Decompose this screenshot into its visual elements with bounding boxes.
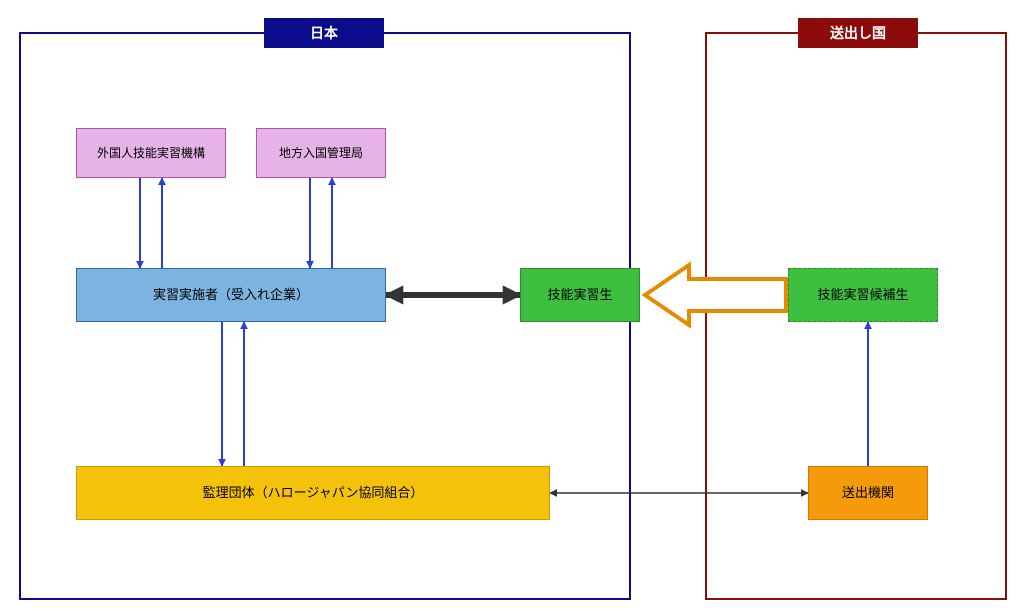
node-sending_org: 送出機関 <box>808 466 928 520</box>
region-label-source: 送出し国 <box>798 18 918 48</box>
node-company: 実習実施者（受入れ企業） <box>76 268 386 322</box>
diagram-stage: 日本 送出し国外国人技能実習機構地方入国管理局実習実施者（受入れ企業） 監理団体（ハ… <box>0 0 1024 616</box>
node-trainee: 技能実習生 <box>520 268 640 322</box>
node-org_nyukan: 地方入国管理局 <box>256 128 386 178</box>
block-arrow-candidate-to-trainee <box>645 265 786 325</box>
node-candidate: 技能実習候補生 <box>788 268 938 322</box>
node-org_kikou: 外国人技能実習機構 <box>76 128 226 178</box>
region-label-japan: 日本 <box>264 18 384 48</box>
node-kanri: 監理団体（ハロージャパン協同組合） <box>76 466 550 520</box>
